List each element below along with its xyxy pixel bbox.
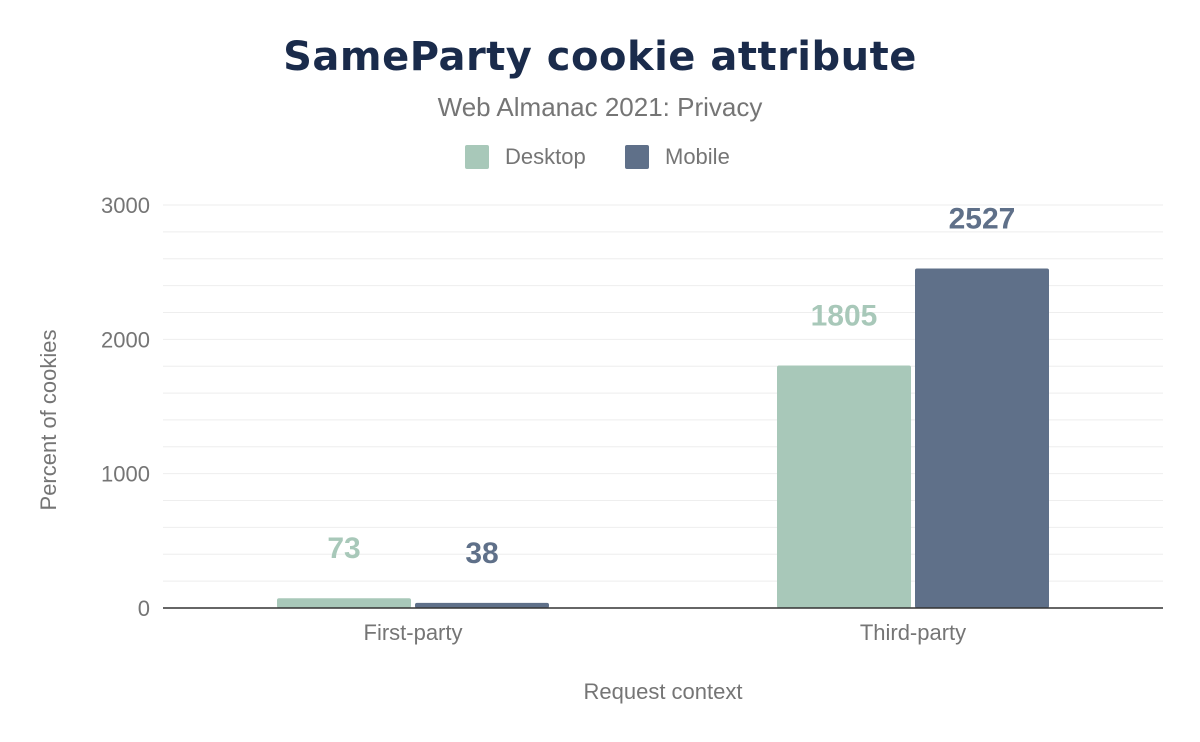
data-label-mobile: 2527 — [949, 203, 1016, 236]
legend-swatch-desktop — [465, 145, 489, 169]
legend-label-mobile: Mobile — [665, 144, 730, 169]
y-axis-ticks: 0 1000 2000 3000 — [101, 193, 150, 621]
x-axis-title: Request context — [584, 679, 743, 704]
gridlines — [163, 204, 1163, 582]
y-tick-label: 0 — [138, 596, 150, 621]
y-tick-label: 2000 — [101, 327, 150, 352]
bar-desktop — [277, 598, 411, 608]
bars — [277, 268, 1049, 608]
legend: Desktop Mobile — [465, 144, 730, 169]
chart-subtitle: Web Almanac 2021: Privacy — [438, 92, 763, 122]
x-tick-label: Third-party — [860, 620, 966, 645]
data-labels: 73 38 1805 2527 — [327, 203, 1015, 570]
bar-mobile — [915, 268, 1049, 608]
chart-title: SameParty cookie attribute — [283, 34, 917, 80]
y-axis-title: Percent of cookies — [36, 330, 61, 511]
data-label-desktop: 1805 — [811, 300, 878, 333]
data-label-desktop: 73 — [327, 532, 360, 565]
y-tick-label: 1000 — [101, 462, 150, 487]
data-label-mobile: 38 — [465, 537, 498, 570]
y-tick-label: 3000 — [101, 193, 150, 218]
bar-mobile — [415, 602, 549, 608]
bar-desktop — [777, 365, 911, 608]
x-axis-ticks: First-party Third-party — [364, 620, 967, 645]
legend-swatch-mobile — [625, 145, 649, 169]
x-tick-label: First-party — [364, 620, 463, 645]
legend-label-desktop: Desktop — [505, 144, 586, 169]
